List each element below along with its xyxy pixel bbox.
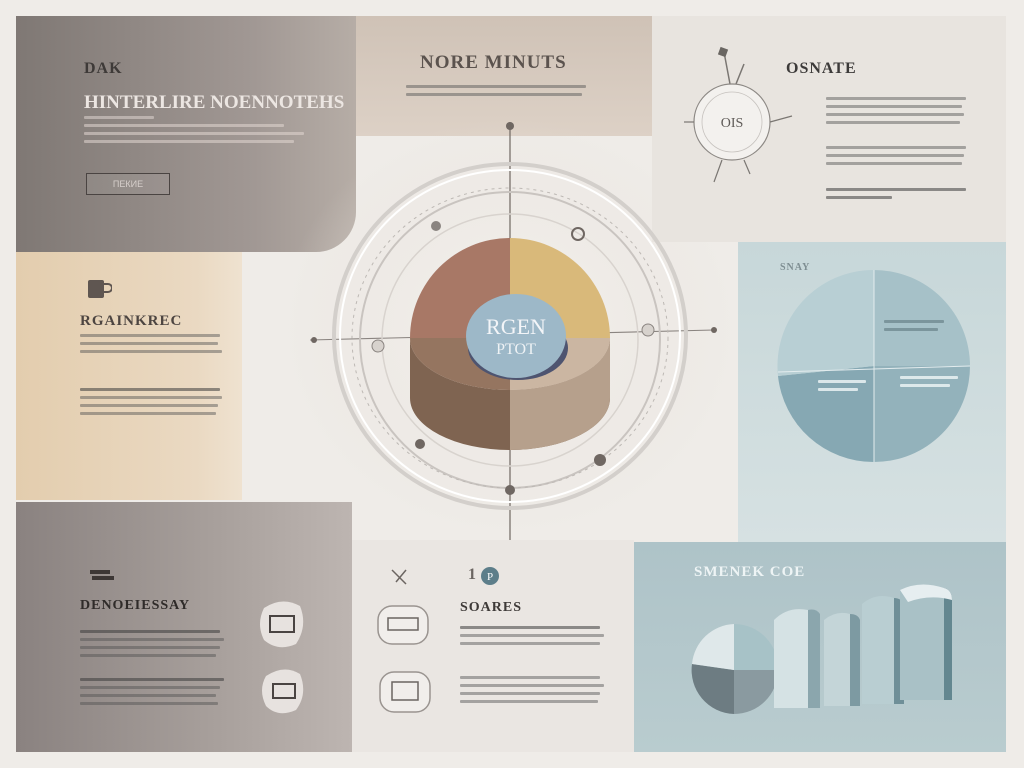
top-center-panel	[356, 16, 652, 136]
top-center-body	[406, 85, 590, 96]
bottom-center-num: 1	[468, 566, 477, 583]
top-right-body-1	[826, 97, 968, 124]
hub-line2: PTOT	[496, 341, 536, 358]
clock-illustration: OIS	[684, 46, 793, 183]
scissors-icon	[390, 568, 410, 588]
bottom-left-title: DENOEIESSAY	[80, 598, 191, 613]
card-icon-2	[376, 668, 434, 716]
top-left-button-label: ПЕКИЕ	[112, 179, 144, 189]
bottom-center-body-2	[460, 676, 606, 703]
mid-right-body-3	[900, 376, 964, 387]
bottom-left-body-2	[80, 678, 228, 705]
svg-text:P: P	[487, 571, 493, 583]
mid-right-body-1	[884, 320, 954, 331]
info-icon: P	[480, 566, 500, 586]
center-pie-illustration: RGEN PTOT	[280, 118, 740, 540]
mid-right-body-2	[818, 380, 878, 391]
top-left-body	[84, 116, 306, 143]
top-right-body-2	[826, 146, 968, 165]
top-left-tag: DAK	[84, 60, 123, 77]
mid-right-tag: SNAY	[780, 262, 811, 273]
bottom-right-title: SMENEK COE	[694, 564, 806, 580]
badge-icon-1	[256, 598, 308, 650]
top-center-title: NORE MINUTS	[420, 52, 567, 73]
clock-label: OIS	[721, 116, 744, 131]
top-right-body-3	[826, 188, 968, 199]
hub-line1: RGEN	[486, 314, 546, 339]
mug-icon	[86, 278, 113, 300]
top-left-button[interactable]: ПЕКИЕ	[86, 173, 170, 195]
top-left-title: HINTERLIRE NOENNOTEHS	[84, 92, 345, 113]
blue-pie-illustration	[777, 269, 971, 463]
mid-left-body-1	[80, 334, 226, 353]
card-icon-1	[374, 602, 432, 648]
badge-icon-2	[258, 666, 308, 716]
bottom-center-title: SOARES	[460, 600, 523, 615]
bar-illustration	[691, 584, 952, 714]
mid-left-panel	[16, 252, 242, 500]
mid-left-body-2	[80, 388, 226, 415]
top-right-title: OSNATE	[786, 60, 857, 77]
bottom-center-body-1	[460, 626, 606, 645]
mid-left-title: RGAINKREC	[80, 313, 183, 329]
bottom-left-body-1	[80, 630, 228, 657]
stack-icon	[90, 570, 114, 584]
